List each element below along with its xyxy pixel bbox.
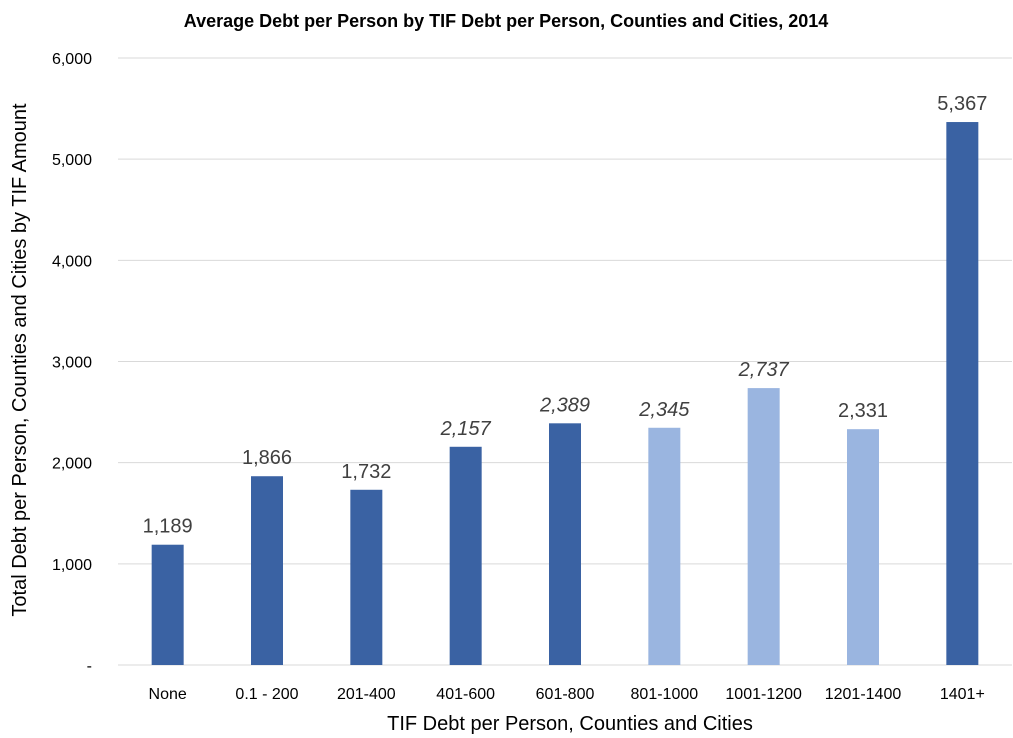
data-label: 1,866 [242, 447, 292, 469]
x-tick-label: 0.1 - 200 [235, 686, 298, 703]
x-tick-label: None [149, 686, 187, 703]
x-tick-label: 1401+ [940, 686, 985, 703]
x-axis-ticks: None 0.1 - 200 201-400 401-600 601-800 801-10… [149, 686, 985, 703]
bar [449, 446, 482, 665]
data-label: 2,331 [838, 400, 888, 422]
x-tick-label: 601-800 [536, 686, 595, 703]
bar [151, 544, 184, 665]
y-tick-label: 6,000 [52, 51, 92, 68]
bars [151, 122, 979, 665]
y-tick-label: 2,000 [52, 456, 92, 473]
y-tick-label: - [87, 658, 92, 675]
chart-title: Average Debt per Person by TIF Debt per … [184, 11, 829, 31]
y-tick-label: 5,000 [52, 152, 92, 169]
data-label: 2,737 [738, 359, 790, 381]
y-tick-label: 3,000 [52, 355, 92, 372]
bar [747, 388, 780, 665]
data-label: 5,367 [937, 93, 987, 115]
x-tick-label: 1201-1400 [825, 686, 902, 703]
bar [251, 476, 283, 665]
bar [350, 489, 383, 665]
y-axis-ticks: - 1,000 2,000 3,000 4,000 5,000 6,000 [52, 51, 92, 675]
bar [648, 427, 681, 665]
y-tick-label: 4,000 [52, 253, 92, 270]
x-axis-title: TIF Debt per Person, Counties and Cities [387, 713, 753, 735]
data-label: 2,389 [539, 394, 590, 416]
x-tick-label: 801-1000 [631, 686, 699, 703]
data-label: 2,157 [440, 418, 492, 440]
y-axis-title: Total Debt per Person, Counties and Citi… [9, 103, 31, 617]
bar [946, 122, 979, 665]
x-tick-label: 201-400 [337, 686, 396, 703]
data-labels: 1,189 1,866 1,732 2,157 2,389 2,345 2,737 2,331… [143, 93, 988, 538]
bar [549, 423, 581, 665]
x-tick-label: 401-600 [436, 686, 495, 703]
data-label: 2,345 [638, 399, 690, 421]
x-tick-label: 1001-1200 [725, 686, 802, 703]
data-label: 1,189 [143, 516, 193, 538]
y-tick-label: 1,000 [52, 557, 92, 574]
bar [847, 429, 879, 665]
data-label: 1,732 [341, 461, 391, 483]
